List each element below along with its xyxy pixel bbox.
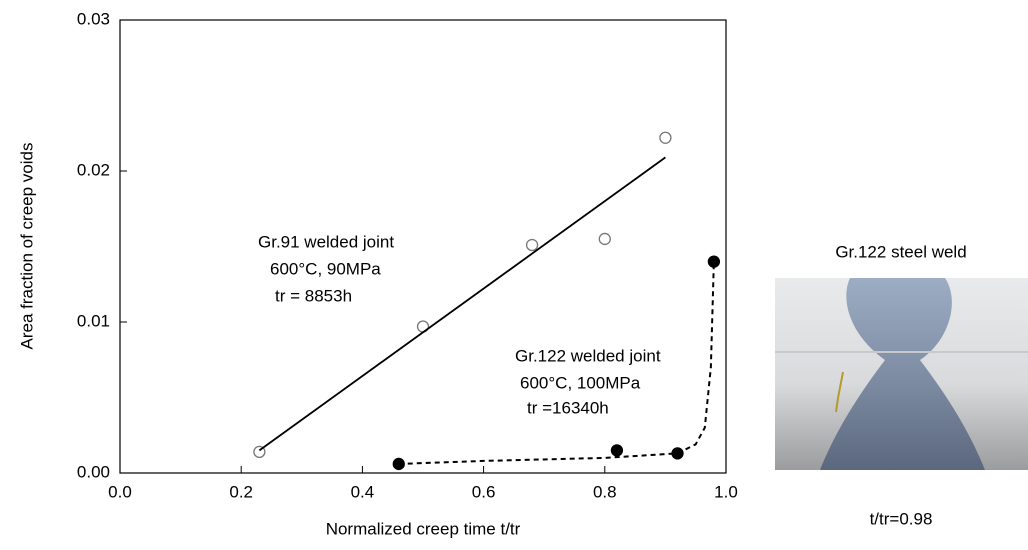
x-tick-label: 0.8 xyxy=(593,482,617,501)
data-point xyxy=(671,447,684,460)
x-tick-label: 1.0 xyxy=(714,482,738,501)
annotation: Gr.91 welded joint xyxy=(258,232,394,251)
annotation: 600°C, 90MPa xyxy=(270,259,381,278)
photo-caption: t/tr=0.98 xyxy=(870,509,933,528)
annotation: 600°C, 100MPa xyxy=(520,373,641,392)
annotation: tr =16340h xyxy=(527,398,609,417)
y-tick-label: 0.00 xyxy=(77,462,110,481)
fit-line xyxy=(258,156,666,452)
fit-line xyxy=(398,261,715,465)
data-point xyxy=(610,444,624,457)
data-point xyxy=(525,238,539,252)
x-tick-label: 0.4 xyxy=(351,482,375,501)
x-tick-label: 0.0 xyxy=(108,482,132,501)
data-point xyxy=(598,232,611,246)
y-tick-label: 0.02 xyxy=(77,160,110,179)
data-point xyxy=(659,131,672,144)
y-tick-label: 0.03 xyxy=(77,9,110,28)
photo xyxy=(775,278,1028,470)
annotation: Gr.122 welded joint xyxy=(515,346,661,365)
x-tick-label: 0.6 xyxy=(472,482,496,501)
photo-title: Gr.122 steel weld xyxy=(835,242,966,261)
y-tick-label: 0.01 xyxy=(77,311,110,330)
x-axis-label: Normalized creep time t/tr xyxy=(326,519,521,538)
x-tick-label: 0.2 xyxy=(229,482,253,501)
annotation: tr = 8853h xyxy=(275,286,352,305)
y-axis-label: Area fraction of creep voids xyxy=(17,143,36,350)
plot-frame xyxy=(119,19,727,474)
